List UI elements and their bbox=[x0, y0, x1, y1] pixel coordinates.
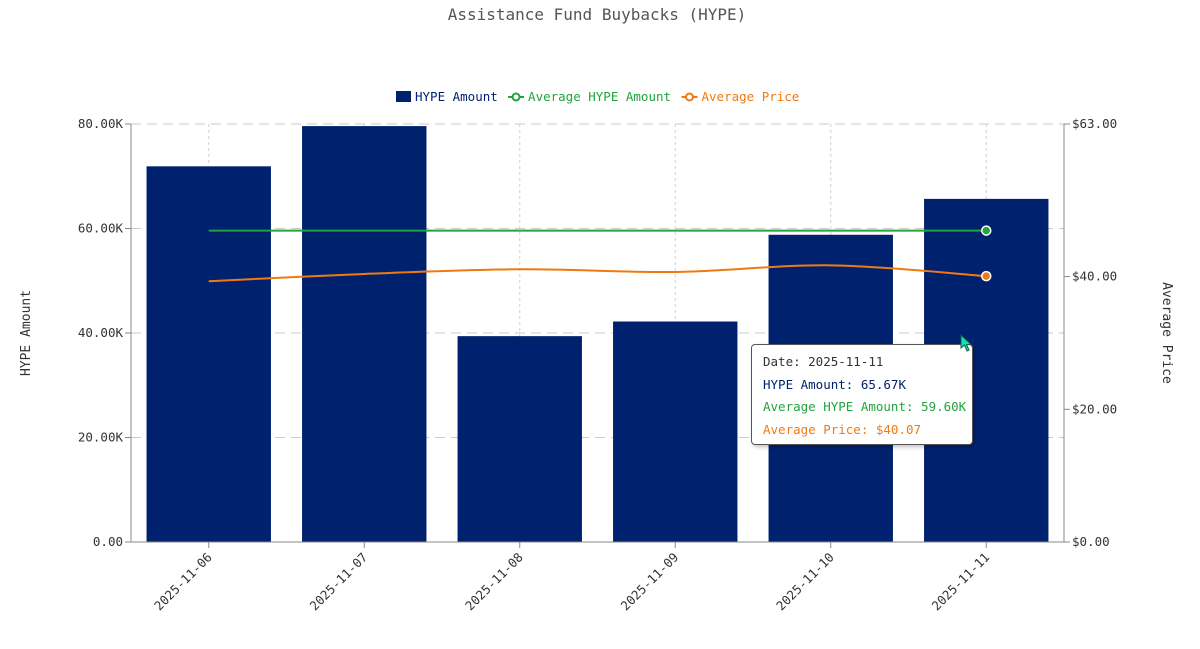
legend-marker-average-hype-amount bbox=[511, 92, 521, 102]
tooltip-date: Date: 2025-11-11 bbox=[763, 354, 884, 369]
bar-2025-11-09 bbox=[613, 321, 738, 542]
bar-2025-11-06 bbox=[146, 166, 271, 542]
y-tick-label-right-2: $40.00 bbox=[1072, 269, 1117, 284]
tooltip-avg-hype-amount: Average HYPE Amount: 59.60K bbox=[763, 399, 967, 414]
bar-2025-11-07 bbox=[302, 126, 427, 542]
point-average-hype-amount-2025-11-11 bbox=[981, 225, 992, 236]
x-tick-label-2025-11-10: 2025-11-10 bbox=[773, 550, 837, 614]
chart-tooltip: Date: 2025-11-11 HYPE Amount: 65.67K Ave… bbox=[751, 344, 973, 445]
chart-title: Assistance Fund Buybacks (HYPE) bbox=[448, 5, 747, 24]
x-tick-label-2025-11-08: 2025-11-08 bbox=[462, 550, 526, 614]
x-tick-label-2025-11-07: 2025-11-07 bbox=[307, 550, 371, 614]
y-tick-label-left-2: 40.00K bbox=[78, 325, 124, 340]
legend-swatch-hype-amount bbox=[396, 91, 411, 102]
legend-marker-average-price bbox=[685, 92, 694, 102]
legend-label-hype-amount: HYPE Amount bbox=[415, 89, 498, 104]
y-tick-label-left-3: 60.00K bbox=[78, 221, 124, 236]
x-tick-label-2025-11-11: 2025-11-11 bbox=[929, 550, 993, 614]
x-tick-label-2025-11-09: 2025-11-09 bbox=[618, 550, 682, 614]
y-tick-label-right-0: $0.00 bbox=[1072, 534, 1110, 549]
tooltip-hype-amount: HYPE Amount: 65.67K bbox=[763, 376, 906, 392]
y-tick-label-left-0: 0.00 bbox=[93, 534, 123, 549]
y-tick-label-left-1: 20.00K bbox=[78, 430, 124, 445]
y-axis-label-left: HYPE Amount bbox=[19, 290, 34, 376]
line-average-price bbox=[208, 264, 987, 283]
y-tick-label-right-1: $20.00 bbox=[1072, 401, 1117, 416]
mouse-cursor-icon bbox=[960, 334, 973, 352]
legend-label-average-hype-amount: Average HYPE Amount bbox=[528, 89, 671, 104]
tooltip-avg-price: Average Price: $40.07 bbox=[763, 421, 922, 437]
y-tick-label-left-4: 80.00K bbox=[78, 116, 124, 131]
point-average-price-2025-11-11 bbox=[981, 270, 992, 282]
y-axis-label-right: Average Price bbox=[1159, 282, 1174, 384]
y-tick-label-right-3: $63.00 bbox=[1072, 116, 1117, 131]
bar-2025-11-08 bbox=[457, 336, 582, 542]
legend-label-average-price: Average Price bbox=[702, 89, 800, 104]
x-tick-label-2025-11-06: 2025-11-06 bbox=[151, 550, 215, 614]
